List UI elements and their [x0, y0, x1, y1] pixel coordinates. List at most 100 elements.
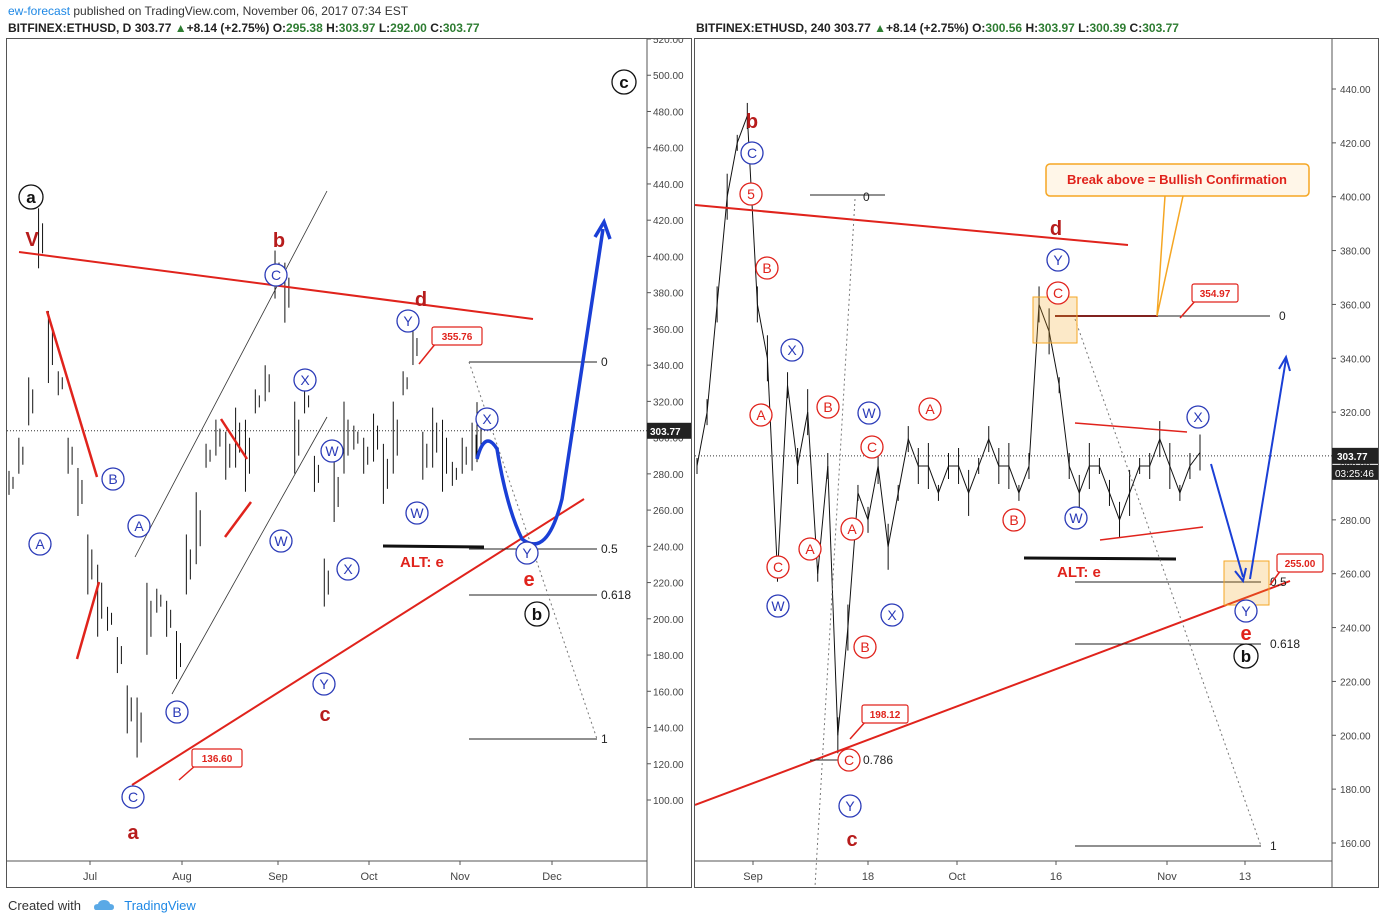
circled-wave-label: a: [26, 188, 36, 207]
wave-label: e: [523, 569, 534, 591]
circled-wave-marker: [18, 184, 44, 210]
alt-e-annotation: ALT: e: [1057, 564, 1101, 581]
circled-subwave-label: Y: [403, 313, 413, 329]
fib-dotted-diagonal: [1074, 318, 1262, 847]
wave-label: a: [127, 822, 139, 844]
red-trend-mark: [45, 310, 99, 478]
circled-subwave-marker: [515, 541, 539, 565]
left-symbol: BITFINEX:ETHUSD, D: [8, 21, 132, 35]
circled-subwave-marker: [1046, 248, 1070, 272]
left-high: 303.97: [338, 21, 376, 35]
up-arrowhead-icon: [1278, 354, 1291, 372]
price-callout-box: [191, 748, 243, 768]
circled-subwave-label: W: [862, 405, 876, 421]
circled-subwave-marker: [396, 309, 420, 333]
right-symbol-line: BITFINEX:ETHUSD, 240 303.77 ▲+8.14 (+2.7…: [696, 21, 1179, 35]
y-tick-label: 360.00: [653, 325, 684, 336]
left-change: +8.14 (+2.75%): [186, 21, 270, 35]
circled-subwave-label: X: [887, 607, 897, 623]
y-tick-label: 140.00: [653, 724, 684, 735]
circled-subwave-label: A: [847, 521, 857, 537]
circled-subwave-label: A: [925, 401, 935, 417]
circled-subwave-marker: [127, 514, 151, 538]
circled-subwave-marker: [121, 785, 145, 809]
fib-level-label: 1: [1270, 839, 1277, 853]
circled-subwave-marker: [405, 501, 429, 525]
circled-subwave-marker: [840, 517, 864, 541]
circled-subwave-label: C: [773, 559, 783, 575]
down-arrow-line: [1210, 463, 1244, 578]
x-tick-label: Nov: [1157, 871, 1177, 883]
x-tick-label: Sep: [268, 871, 288, 883]
h4-chart-panel[interactable]: 440.00 420.00 400.00 380.00 360.00 340.00 320.…: [694, 38, 1379, 888]
circled-subwave-marker: [739, 182, 763, 206]
current-price-value: 303.77: [1337, 452, 1368, 463]
circled-subwave-marker: [766, 555, 790, 579]
y-tick-label: 400.00: [653, 252, 684, 263]
channel-line: [171, 416, 328, 695]
circled-subwave-marker: [749, 403, 773, 427]
y-tick-label: 240.00: [1340, 624, 1371, 635]
circled-subwave-label: Y: [1053, 252, 1063, 268]
circled-subwave-marker: [766, 594, 790, 618]
y-tick-label: 440.00: [653, 180, 684, 191]
price-callout-value: 198.12: [870, 710, 901, 721]
price-callout-value: 136.60: [202, 754, 233, 765]
y-tick-label: 340.00: [1340, 354, 1371, 365]
circled-subwave-marker: [780, 338, 804, 362]
circled-subwave-marker: [336, 557, 360, 581]
wave-label: d: [1050, 218, 1062, 240]
y-tick-label: 200.00: [653, 615, 684, 626]
y-tick-label: 420.00: [1340, 139, 1371, 150]
circled-subwave-label: X: [787, 342, 797, 358]
triangle-resistance: [695, 204, 1129, 246]
fib-level-label: 0.786: [863, 753, 893, 767]
circled-subwave-marker: [857, 401, 881, 425]
x-tick-label: Oct: [360, 871, 377, 883]
circled-subwave-marker: [101, 467, 125, 491]
red-trend-mark: [1074, 422, 1188, 433]
circled-subwave-marker: [798, 537, 822, 561]
circled-subwave-label: Y: [845, 798, 855, 814]
circled-subwave-marker: [1186, 405, 1210, 429]
price-callout-value: 355.76: [442, 332, 473, 343]
countdown-value: 03:25:46: [1335, 469, 1374, 480]
price-callout-value: 255.00: [1285, 559, 1316, 570]
y-tick-label: 380.00: [1340, 247, 1371, 258]
red-trend-mark: [75, 581, 101, 660]
highlight-box: [1032, 296, 1078, 344]
y-tick-label: 160.00: [1340, 839, 1371, 850]
circled-subwave-label: B: [172, 704, 181, 720]
wave-label: b: [273, 230, 285, 252]
daily-chart-panel[interactable]: 520.00 500.00 480.00 460.00 440.00 420.00 400.…: [6, 38, 692, 888]
h4-chart[interactable]: 440.00 420.00 400.00 380.00 360.00 340.00 320.…: [695, 39, 1378, 887]
published-text: published on TradingView.com, November 0…: [73, 4, 409, 18]
y-tick-label: 420.00: [653, 216, 684, 227]
publisher-name[interactable]: ew-forecast: [8, 4, 71, 18]
x-tick-label: Dec: [542, 871, 562, 883]
circled-subwave-marker: [1002, 508, 1026, 532]
up-arrow-icon: ▲: [174, 21, 187, 35]
circled-subwave-label: Y: [319, 676, 329, 692]
right-symbol: BITFINEX:ETHUSD, 240: [696, 21, 831, 35]
circled-subwave-label: W: [274, 533, 288, 549]
circled-subwave-marker: [837, 748, 861, 772]
circled-subwave-label: W: [325, 443, 339, 459]
callout-pointer: [1156, 195, 1184, 317]
price-callout-box: [1276, 553, 1324, 573]
circled-subwave-label: C: [844, 752, 854, 768]
x-tick-label: Oct: [948, 871, 965, 883]
tradingview-brand[interactable]: TradingView: [124, 898, 196, 913]
price-callout-pointer: [849, 720, 867, 740]
left-low: 292.00: [390, 21, 427, 35]
triangle-support: [131, 498, 585, 786]
left-open: 295.38: [286, 21, 323, 35]
left-close: 303.77: [442, 21, 480, 35]
y-tick-label: 100.00: [653, 796, 684, 807]
price-line: [696, 115, 1201, 736]
x-tick-label: Aug: [172, 871, 192, 883]
daily-chart[interactable]: 520.00 500.00 480.00 460.00 440.00 420.00 400.…: [7, 39, 691, 887]
circled-subwave-marker: [1234, 599, 1258, 623]
right-high: 303.97: [1038, 21, 1075, 35]
circled-subwave-label: B: [823, 399, 832, 415]
